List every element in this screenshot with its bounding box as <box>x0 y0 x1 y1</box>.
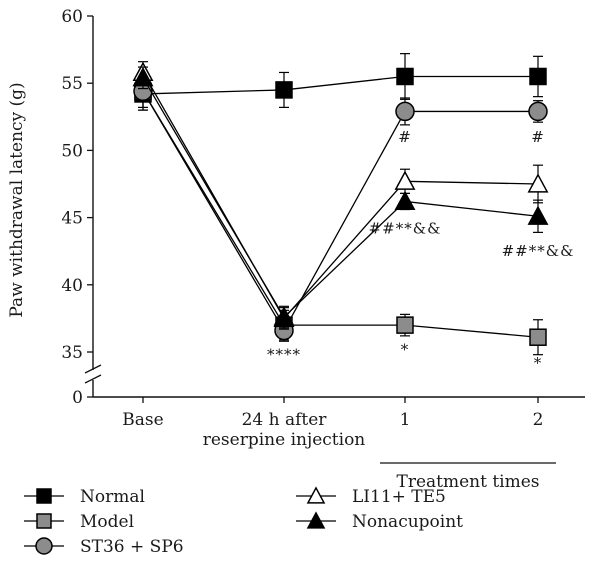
significance-label: ##**&& <box>369 219 442 237</box>
legend-label: Normal <box>80 487 145 507</box>
y-tick-label: 35 <box>61 343 83 363</box>
legend-marker <box>35 537 53 555</box>
legend-label: ST36 + SP6 <box>80 537 184 557</box>
series-li11-te5 <box>132 61 549 330</box>
y-tick-label: 60 <box>61 7 83 27</box>
x-tick-label: reserpine injection <box>203 430 366 450</box>
legend-item: Model <box>24 512 134 532</box>
data-point <box>396 316 414 334</box>
series-st36-sp6 <box>133 71 548 342</box>
legend-marker <box>36 513 52 529</box>
axis-break-mark <box>84 374 102 384</box>
data-point <box>527 205 549 225</box>
series-normal <box>134 53 547 111</box>
legend-item: Nonacupoint <box>296 511 463 532</box>
significance-label: # <box>398 128 412 146</box>
series-line <box>142 77 539 319</box>
series-line <box>142 90 539 338</box>
y-tick-label: 0 <box>72 388 83 408</box>
legend-marker <box>306 511 326 529</box>
significance-label: # <box>531 128 545 146</box>
legend-label: Model <box>80 512 134 532</box>
significance-label: * <box>534 354 543 372</box>
series-line <box>142 72 539 320</box>
x-group-label: Treatment times <box>396 472 539 492</box>
axes: 0 35 40 45 50 55 60 <box>61 7 585 464</box>
data-point <box>396 67 414 86</box>
legend-marker <box>36 488 52 504</box>
y-tick-label: 55 <box>61 74 83 94</box>
data-point <box>394 190 416 211</box>
significance-annotations: **** **# ###**&&##**&& <box>267 128 575 372</box>
legend-item: LI11+ TE5 <box>296 486 446 507</box>
data-point <box>132 67 154 87</box>
legend-item: Normal <box>24 487 145 507</box>
x-tick-label: 1 <box>400 410 411 430</box>
x-tick-label: Base <box>122 410 163 430</box>
series-model <box>134 74 547 356</box>
y-axis-label: Paw withdrawal latency (g) <box>7 82 27 317</box>
legend-label: Nonacupoint <box>352 512 463 532</box>
data-point <box>528 101 548 122</box>
data-point <box>395 101 415 122</box>
legend: Normal Model ST36 + SP6 LI11+ TE5 Nonacupoin… <box>24 486 463 557</box>
series-layer <box>132 53 549 356</box>
y-tick-label: 40 <box>61 276 83 296</box>
series-line <box>142 75 538 95</box>
data-point <box>275 81 293 99</box>
series-line <box>142 90 538 332</box>
significance-label: **** <box>267 346 301 364</box>
data-point <box>529 328 547 346</box>
y-tick-label: 50 <box>61 141 83 161</box>
legend-label: LI11+ TE5 <box>352 487 446 507</box>
axis-break-mark <box>84 364 102 374</box>
significance-label: * <box>401 340 410 358</box>
y-tick-label: 45 <box>61 209 83 229</box>
legend-item: ST36 + SP6 <box>24 537 184 557</box>
x-tick-label: 2 <box>533 410 544 430</box>
legend-marker <box>306 486 326 504</box>
data-point <box>273 306 295 326</box>
data-point <box>527 173 549 193</box>
series-nonacupoint <box>132 66 549 329</box>
significance-label: ##**&& <box>502 242 575 260</box>
data-point <box>529 67 547 86</box>
data-point <box>394 170 416 190</box>
x-tick-label: 24 h after <box>242 410 328 430</box>
